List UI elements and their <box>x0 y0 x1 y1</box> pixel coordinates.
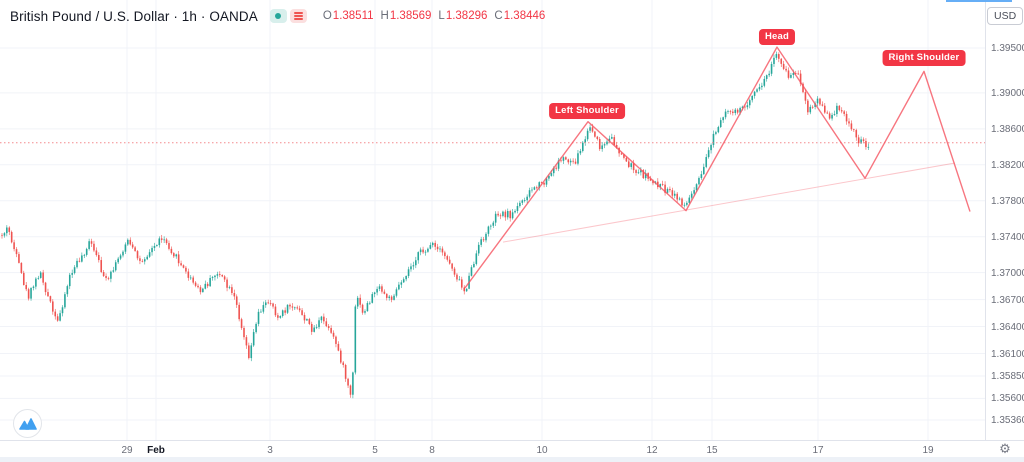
price-axis-label: 1.36100 <box>991 348 1024 360</box>
head-shoulders-zigzag <box>464 46 971 289</box>
legend-status-dot-button[interactable] <box>269 9 287 23</box>
price-axis-label: 1.37000 <box>991 267 1024 279</box>
ohlc-readout: O 1.38511 H 1.38569 L 1.38296 C 1.38446 <box>323 10 545 22</box>
price-axis-label: 1.37400 <box>991 231 1024 243</box>
bottom-strip <box>0 457 1024 462</box>
time-axis-label: 5 <box>372 445 378 456</box>
price-axis-label: 1.35360 <box>991 415 1024 426</box>
high-label: H <box>380 10 389 22</box>
time-axis-label: 8 <box>429 445 435 456</box>
price-axis-label: 1.38200 <box>991 159 1024 171</box>
candles-layer <box>1 51 870 399</box>
gear-icon: ⚙ <box>999 441 1011 457</box>
mountains-icon <box>18 418 37 430</box>
head-label[interactable]: Head <box>758 29 796 45</box>
time-axis-label: 29 <box>121 445 133 456</box>
close-label: C <box>494 10 503 22</box>
time-axis-label: 12 <box>646 445 658 456</box>
close-value: 1.38446 <box>503 10 546 22</box>
price-axis-label: 1.35850 <box>991 370 1024 382</box>
price-axis-label: 1.36700 <box>991 294 1024 306</box>
menu-icon <box>293 12 303 14</box>
currency-unit-button[interactable]: USD <box>987 7 1024 25</box>
price-axis-border <box>985 0 986 440</box>
price-axis-label: 1.38600 <box>991 123 1024 135</box>
time-axis-label: 17 <box>812 445 824 456</box>
time-axis-label: 19 <box>922 445 934 456</box>
price-axis-label: 1.35600 <box>991 393 1024 405</box>
price-axis[interactable]: 1.39500 1.39000 1.38600 1.38200 1.37800 1.374… <box>986 0 1024 440</box>
price-axis-label: 1.37800 <box>991 195 1024 207</box>
open-label: O <box>322 10 332 22</box>
high-value: 1.38569 <box>389 10 432 22</box>
low-value: 1.38296 <box>445 10 488 22</box>
symbol-legend: British Pound / U.S. Dollar · 1h · OANDA… <box>10 6 545 26</box>
status-dot-icon <box>275 13 282 19</box>
tradingview-logo-button[interactable] <box>13 409 42 438</box>
right-shoulder-label[interactable]: Right Shoulder <box>882 50 966 66</box>
top-accent-strip <box>946 0 1012 2</box>
time-axis-border <box>0 440 1024 441</box>
left-shoulder-label[interactable]: Left Shoulder <box>549 103 625 119</box>
time-axis[interactable]: 29 Feb 3 5 8 10 12 15 17 19 <box>0 441 985 457</box>
time-axis-label: 15 <box>706 445 718 456</box>
time-axis-label: 3 <box>267 445 273 456</box>
neckline <box>502 162 956 243</box>
price-axis-label: 1.39000 <box>991 87 1024 99</box>
legend-menu-button[interactable] <box>289 9 307 23</box>
time-axis-label: Feb <box>147 445 165 456</box>
time-axis-label: 10 <box>536 445 548 456</box>
symbol-title[interactable]: British Pound / U.S. Dollar · 1h · OANDA <box>10 8 258 24</box>
low-label: L <box>438 10 445 22</box>
price-axis-label: 1.36400 <box>991 321 1024 333</box>
open-value: 1.38511 <box>332 10 374 22</box>
price-axis-label: 1.39500 <box>991 43 1024 54</box>
scales-settings-button[interactable]: ⚙ <box>986 441 1024 457</box>
